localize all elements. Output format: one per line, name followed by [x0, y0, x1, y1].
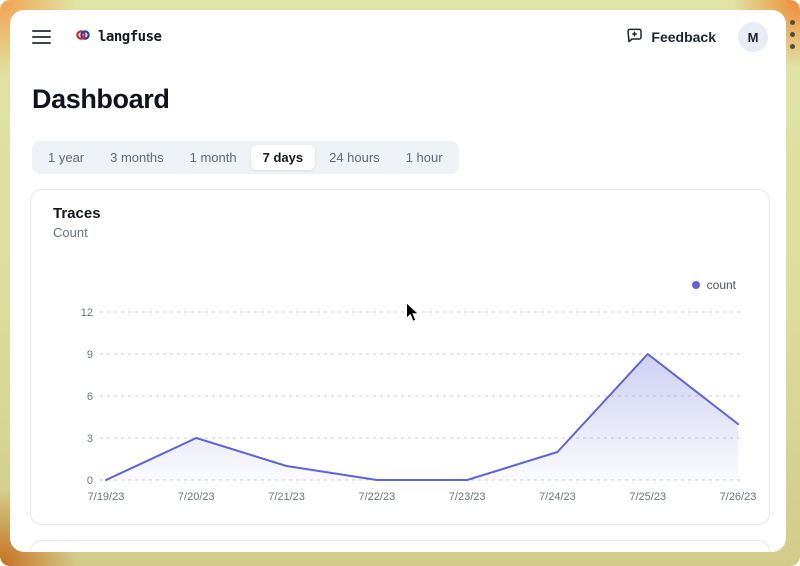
svg-text:3: 3: [87, 433, 93, 445]
tab-3-months[interactable]: 3 months: [110, 150, 164, 165]
brand-text: langfuse: [98, 29, 162, 45]
svg-text:7/19/23: 7/19/23: [88, 491, 125, 503]
tab-1-year[interactable]: 1 year: [48, 150, 85, 165]
chart-legend: count: [691, 278, 736, 292]
tab-7-days[interactable]: 7 days: [250, 145, 316, 170]
svg-text:7/24/23: 7/24/23: [539, 491, 576, 503]
svg-text:7/21/23: 7/21/23: [268, 491, 305, 503]
menu-icon[interactable]: [32, 30, 51, 44]
legend-count-dot: [691, 281, 700, 289]
user-avatar[interactable]: M: [738, 22, 768, 52]
tab-1-hour[interactable]: 1 hour: [405, 150, 443, 165]
traces-card: Traces Count count 0 3 6 9 12 7/19/23 7/20/23 7…: [30, 189, 770, 525]
langfuse-logo-icon: [75, 27, 91, 48]
feedback-button[interactable]: Feedback: [618, 21, 724, 53]
feedback-label: Feedback: [651, 29, 716, 45]
legend-count-label: count: [706, 278, 736, 292]
traces-chart[interactable]: 0 3 6 9 12 7/19/23 7/20/23 7/21/23 7/22/23 7/23/2…: [63, 303, 757, 508]
svg-text:0: 0: [87, 475, 93, 487]
svg-text:7/25/23: 7/25/23: [629, 491, 666, 503]
svg-text:7/23/23: 7/23/23: [449, 491, 486, 503]
frame-handle-dots: [790, 20, 795, 49]
page-title: Dashboard: [32, 84, 170, 114]
feedback-bubble-plus-icon: [626, 27, 643, 47]
topbar: langfuse Feedback M: [10, 10, 786, 64]
card-subtitle: Count: [53, 225, 88, 240]
tab-1-month[interactable]: 1 month: [189, 150, 237, 165]
app-window: langfuse Feedback M Dashboard 1 year 3 m…: [10, 10, 786, 552]
chart-area: 0 3 6 9 12 7/19/23 7/20/23 7/21/23 7/22/23 7/23/2…: [63, 303, 757, 508]
svg-text:12: 12: [81, 307, 93, 319]
svg-text:9: 9: [87, 349, 93, 361]
svg-text:7/26/23: 7/26/23: [720, 491, 757, 503]
svg-text:7/20/23: 7/20/23: [178, 491, 215, 503]
card-title: Traces: [53, 205, 101, 222]
next-card-stub: [30, 540, 770, 552]
brand[interactable]: langfuse: [75, 27, 162, 48]
tab-24-hours[interactable]: 24 hours: [329, 150, 380, 165]
svg-text:7/22/23: 7/22/23: [359, 491, 396, 503]
time-range-tabs: 1 year 3 months 1 month 7 days 24 hours …: [32, 141, 459, 174]
svg-text:6: 6: [87, 391, 93, 403]
